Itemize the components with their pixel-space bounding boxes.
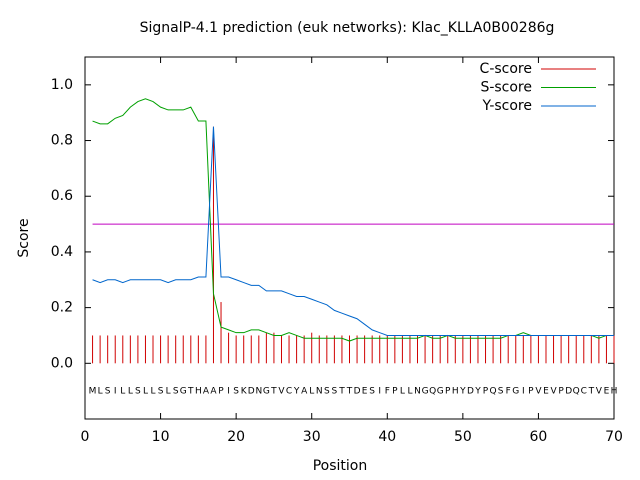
residue-label: I — [227, 387, 230, 397]
residue-label: S — [135, 387, 141, 397]
residue-label: P — [528, 387, 534, 397]
residue-label: Y — [293, 387, 300, 397]
residue-label: I — [378, 387, 381, 397]
x-tick-label: 30 — [303, 429, 321, 445]
plot-frame — [84, 56, 615, 420]
residue-label: Q — [573, 387, 580, 397]
residue-label: P — [218, 387, 224, 397]
residue-label: L — [120, 387, 125, 397]
residue-label: S — [158, 387, 164, 397]
x-axis-label: Position — [313, 458, 368, 474]
residue-label: P — [483, 387, 489, 397]
residue-label: N — [316, 387, 323, 397]
residue-label: L — [143, 387, 148, 397]
x-tick-label: 0 — [81, 429, 90, 445]
residue-label: H — [195, 387, 202, 397]
x-tick-label: 60 — [530, 429, 548, 445]
residue-label: L — [309, 387, 314, 397]
y-tick-label: 0.6 — [51, 188, 73, 204]
legend-label: C-score — [480, 61, 532, 77]
residue-label: Y — [474, 387, 481, 397]
residue-label: G — [512, 387, 519, 397]
residue-label: P — [392, 387, 398, 397]
chart-title: SignalP-4.1 prediction (euk networks): K… — [140, 20, 555, 36]
x-tick-label: 20 — [227, 429, 245, 445]
residue-label: S — [369, 387, 375, 397]
residue-label: S — [105, 387, 111, 397]
residue-label: N — [414, 387, 421, 397]
residue-label: H — [611, 387, 618, 397]
residue-label: D — [565, 387, 572, 397]
residue-label: C — [581, 387, 587, 397]
residue-label: A — [301, 387, 308, 397]
residue-label: E — [362, 387, 368, 397]
y-tick-label: 0.2 — [51, 300, 73, 316]
residue-label: N — [255, 387, 262, 397]
residue-label: L — [400, 387, 405, 397]
residue-label: V — [278, 387, 285, 397]
residue-label: G — [180, 387, 187, 397]
residue-label: V — [535, 387, 542, 397]
residue-label: E — [604, 387, 610, 397]
residue-label: C — [286, 387, 292, 397]
residue-label: I — [522, 387, 525, 397]
x-tick-label: 50 — [454, 429, 472, 445]
residue-label: H — [452, 387, 459, 397]
residue-label: I — [114, 387, 117, 397]
residue-label: V — [596, 387, 603, 397]
residue-label: L — [128, 387, 133, 397]
residue-label: P — [558, 387, 564, 397]
residue-label: A — [210, 387, 217, 397]
residue-label: D — [248, 387, 255, 397]
residue-label: A — [203, 387, 210, 397]
residue-label: D — [354, 387, 361, 397]
x-tick-label: 10 — [152, 429, 170, 445]
residue-label: L — [98, 387, 103, 397]
residue-label: M — [89, 387, 97, 397]
residue-label: F — [385, 387, 390, 397]
residue-label: S — [233, 387, 239, 397]
residue-label: Y — [459, 387, 466, 397]
legend-label: S-score — [480, 80, 532, 96]
residue-label: T — [588, 387, 595, 397]
y-tick-label: 0.4 — [51, 244, 73, 260]
residue-label: T — [346, 387, 353, 397]
residue-label: E — [543, 387, 549, 397]
residue-label: S — [498, 387, 504, 397]
residue-label: T — [187, 387, 194, 397]
x-tick-label: 70 — [605, 429, 623, 445]
residue-label: G — [263, 387, 270, 397]
legend-label: Y-score — [481, 98, 532, 114]
residue-label: L — [407, 387, 412, 397]
residue-label: T — [270, 387, 277, 397]
score-line — [92, 126, 614, 336]
residue-label: Q — [490, 387, 497, 397]
y-tick-label: 0.0 — [51, 355, 73, 371]
y-tick-label: 0.8 — [51, 133, 73, 149]
residue-label: V — [550, 387, 557, 397]
score-line — [92, 98, 614, 342]
residue-label: S — [332, 387, 338, 397]
residue-label: P — [445, 387, 451, 397]
residue-label: G — [422, 387, 429, 397]
residue-label: L — [151, 387, 156, 397]
residue-label: S — [324, 387, 330, 397]
residue-label: G — [437, 387, 444, 397]
x-tick-label: 40 — [378, 429, 396, 445]
residue-label: K — [241, 387, 248, 397]
residue-label: L — [166, 387, 171, 397]
residue-label: F — [506, 387, 511, 397]
residue-label: T — [338, 387, 345, 397]
y-tick-label: 1.0 — [51, 77, 73, 93]
y-axis-label: Score — [16, 218, 32, 257]
residue-label: S — [173, 387, 179, 397]
residue-label: D — [467, 387, 474, 397]
residue-label: Q — [429, 387, 436, 397]
